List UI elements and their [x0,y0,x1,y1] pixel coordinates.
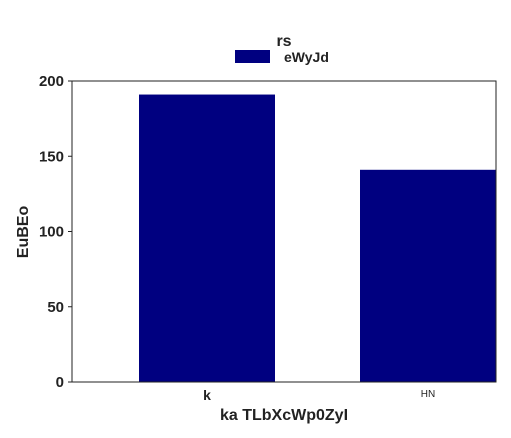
bar-HN [360,169,496,382]
y-tick-label: 200 [39,73,64,90]
y-axis-label: EuBEo [15,206,32,259]
plot-area [139,94,496,383]
y-axis-ticks: 0 50 100 150 200 [39,73,72,391]
x-axis-label: ka TLbXcWp0ZyI [220,407,348,424]
y-tick-label: 50 [47,299,64,316]
legend-swatch [235,50,270,63]
bar-k [139,94,275,383]
y-tick-label: 150 [39,148,64,165]
legend-entry-label: eWyJd [284,49,329,65]
x-tick-label-HN: HN [421,389,435,400]
y-tick-label: 100 [39,224,64,241]
legend-title: rs [276,33,291,50]
x-axis-ticks: k HN [203,387,435,403]
legend: rs eWyJd [235,33,329,65]
x-tick-label-k: k [203,387,211,403]
y-tick-label: 0 [56,374,64,391]
